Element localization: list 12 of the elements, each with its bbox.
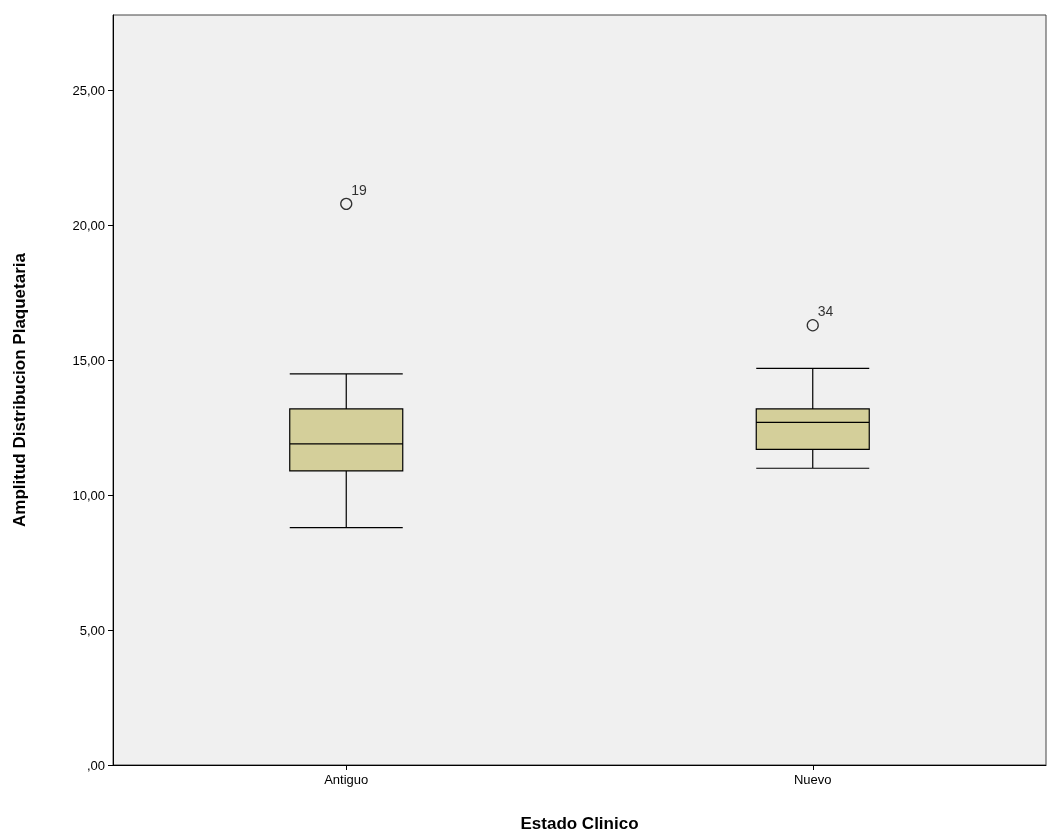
x-axis-title: Estado Clinico bbox=[520, 814, 639, 833]
y-tick-label: 10,00 bbox=[72, 487, 105, 503]
x-tick-label: Antiguo bbox=[324, 772, 369, 787]
annotation: 34 bbox=[817, 303, 834, 320]
annotation: 19 bbox=[351, 181, 368, 198]
y-tick-label: 15,00 bbox=[72, 352, 105, 368]
y-tick-label: 5,00 bbox=[79, 622, 105, 638]
y-tick-label: 25,00 bbox=[72, 83, 105, 99]
y-axis-title: Amplitud Distribucion Plaquetaria bbox=[10, 252, 29, 527]
y-tick-label: 20,00 bbox=[72, 217, 105, 233]
x-tick-label: Nuevo bbox=[793, 772, 832, 787]
y-tick-label: ,00 bbox=[86, 757, 105, 773]
